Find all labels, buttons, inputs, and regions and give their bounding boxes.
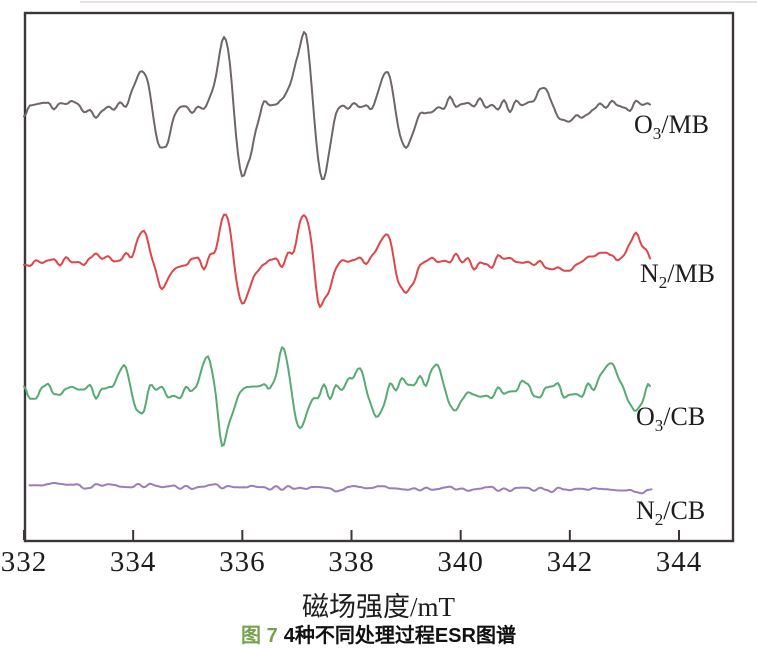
crop-artifact-line [80, 1, 757, 3]
trace-label-subscript: 2 [658, 273, 668, 292]
trace-label-subscript: 2 [654, 510, 664, 529]
trace-label-rest: /CB [663, 402, 706, 431]
x-tick-label-338: 338 [328, 546, 375, 578]
trace-label-base: N [640, 259, 659, 288]
x-tick-label-332: 332 [0, 546, 48, 578]
trace-label-subscript: 3 [654, 416, 664, 435]
trace-label-rest: /MB [667, 259, 715, 288]
trace-label-base: N [636, 496, 655, 525]
trace-label-subscript: 3 [652, 124, 662, 143]
x-tick-label-334: 334 [109, 546, 157, 578]
plot-frame [23, 11, 735, 543]
figure-caption: 图 7 4种不同处理过程ESR图谱 [0, 619, 757, 648]
x-tick-label-344: 344 [655, 546, 703, 578]
trace-label-o3-cb: O3/CB [636, 402, 705, 436]
x-axis-title: 磁场强度/mT [302, 592, 455, 622]
plot-border [23, 11, 735, 543]
x-tick-label-340: 340 [437, 546, 484, 578]
trace-label-base: O [636, 402, 655, 431]
trace-label-o3-mb: O3/MB [634, 110, 709, 144]
trace-o3-cb [23, 346, 651, 447]
trace-o3-mb [23, 31, 651, 181]
trace-label-n2-mb: N2/MB [640, 259, 715, 293]
trace-label-rest: /CB [663, 496, 706, 525]
trace-label-base: O [634, 110, 653, 139]
trace-label-n2-cb: N2/CB [636, 496, 705, 530]
x-tick-label-342: 342 [546, 546, 594, 578]
trace-label-rest: /MB [661, 110, 709, 139]
x-axis-ticks [23, 530, 680, 540]
trace-n2-mb [23, 213, 651, 309]
trace-n2-cb [28, 481, 653, 495]
caption-text: 4种不同处理过程ESR图谱 [283, 625, 516, 647]
x-tick-label-336: 336 [219, 546, 266, 578]
esr-traces [23, 31, 653, 495]
caption-figure-number: 图 7 [241, 625, 278, 647]
